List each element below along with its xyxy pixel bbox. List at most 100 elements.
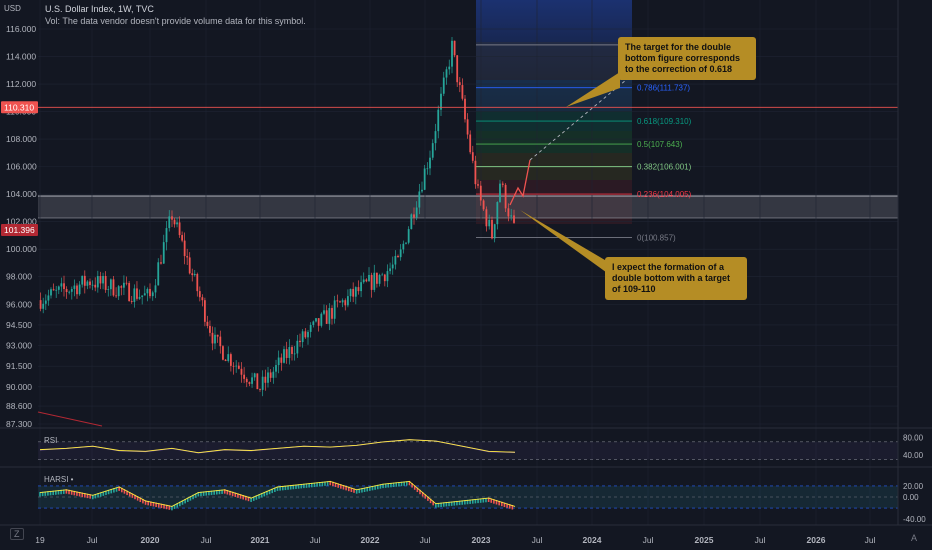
- candle-body: [325, 310, 328, 324]
- harsi-band: [38, 485, 898, 509]
- timezone-button[interactable]: Z: [10, 528, 24, 540]
- harsi-bar: [453, 501, 456, 506]
- harsi-bar: [55, 490, 57, 495]
- harsi-bar: [387, 483, 390, 488]
- x-tick-label: Jul: [865, 535, 876, 545]
- candle-body: [445, 69, 448, 78]
- candle-body: [336, 300, 339, 302]
- harsi-bar: [128, 492, 131, 497]
- candle-body: [214, 334, 216, 344]
- candle-body: [458, 82, 461, 86]
- harsi-bar: [376, 484, 379, 490]
- harsi-bar: [239, 494, 242, 499]
- price-label-box: [1, 223, 38, 236]
- harsi-bar: [305, 483, 308, 488]
- candle-body: [198, 291, 201, 298]
- harsi-bar: [218, 489, 221, 495]
- candle-body: [146, 288, 149, 294]
- projection-path: [509, 159, 531, 206]
- harsi-bar: [173, 504, 176, 509]
- rsi-ma-line: [39, 439, 516, 454]
- harsi-bar: [406, 481, 408, 486]
- y-tick-label: 100.000: [6, 244, 37, 254]
- candle-body: [360, 282, 362, 292]
- harsi-bar: [210, 490, 213, 496]
- harsi-bar: [250, 497, 252, 502]
- candle-body: [421, 189, 423, 192]
- harsi-bar: [490, 498, 493, 503]
- harsi-bar: [435, 503, 437, 508]
- fib-fill-4: [476, 131, 632, 153]
- candle-body: [317, 318, 320, 326]
- candle-body: [229, 354, 232, 366]
- harsi-bar: [136, 496, 139, 501]
- candle-body: [315, 318, 317, 322]
- y-tick-label: 102.000: [6, 217, 37, 227]
- harsi-bar: [86, 493, 89, 499]
- rsi-title[interactable]: RSI: [44, 436, 57, 445]
- harsi-bar: [311, 482, 313, 488]
- candle-body: [312, 321, 315, 325]
- candle-body: [328, 308, 331, 324]
- y-tick-label: 87.300: [6, 419, 32, 429]
- harsi-bar: [361, 488, 363, 493]
- candle-body: [261, 376, 264, 390]
- harsi-bar: [144, 500, 147, 505]
- candle-body: [112, 279, 115, 296]
- candle-body: [368, 274, 370, 282]
- candle-body: [491, 219, 493, 239]
- candle-body: [70, 288, 73, 292]
- harsi-bar: [181, 500, 184, 505]
- harsi-bar: [477, 498, 479, 504]
- harsi-bar: [260, 493, 263, 498]
- harsi-bar: [41, 491, 44, 497]
- chart-title[interactable]: U.S. Dollar Index, 1W, TVC: [45, 4, 154, 14]
- candle-body: [399, 249, 402, 258]
- candle-body: [141, 295, 144, 297]
- harsi-bar: [110, 488, 113, 494]
- harsi-bar: [231, 491, 234, 497]
- x-tick-label: 2023: [472, 535, 491, 545]
- candle-body: [73, 285, 76, 289]
- harsi-bar: [271, 488, 274, 494]
- rsi-tick-label: 40.00: [903, 451, 924, 460]
- harsi-bar: [347, 486, 350, 492]
- candle-body: [499, 183, 501, 203]
- y-tick-label: 90.000: [6, 382, 32, 392]
- fib-level-label: 0.5(107.643): [637, 140, 683, 149]
- harsi-bar: [213, 490, 215, 495]
- candle-body: [63, 283, 65, 290]
- harsi-bar: [266, 490, 268, 496]
- callout-target: The target for the double bottom figure …: [618, 37, 756, 80]
- candle-body: [222, 346, 224, 360]
- harsi-bar: [358, 488, 361, 494]
- candle-body: [104, 275, 107, 290]
- harsi-title[interactable]: HARSI •: [44, 475, 74, 484]
- candle-body: [248, 382, 251, 384]
- candle-body: [267, 372, 269, 383]
- candle-body: [94, 284, 97, 288]
- candle-body: [216, 334, 219, 337]
- candle-body: [154, 285, 157, 293]
- candle-body: [240, 368, 243, 375]
- harsi-bar: [160, 503, 163, 509]
- candle-body: [188, 257, 191, 274]
- candle-body: [196, 273, 199, 292]
- harsi-bar: [313, 482, 316, 487]
- auto-scale-button[interactable]: A: [911, 533, 918, 543]
- candle-body: [383, 274, 386, 282]
- x-tick-label: Jul: [87, 535, 98, 545]
- candle-body: [227, 354, 230, 362]
- harsi-bar: [511, 505, 514, 510]
- harsi-bar: [44, 491, 47, 496]
- harsi-bar: [300, 483, 303, 489]
- candle-body: [168, 216, 171, 229]
- harsi-bar: [62, 489, 65, 494]
- candle-body: [224, 359, 227, 362]
- harsi-bar: [493, 499, 495, 504]
- harsi-bar: [419, 489, 421, 495]
- harsi-bar: [245, 495, 247, 501]
- harsi-bar: [165, 504, 168, 510]
- callout-double-bottom: I expect the formation of a double botto…: [605, 257, 747, 300]
